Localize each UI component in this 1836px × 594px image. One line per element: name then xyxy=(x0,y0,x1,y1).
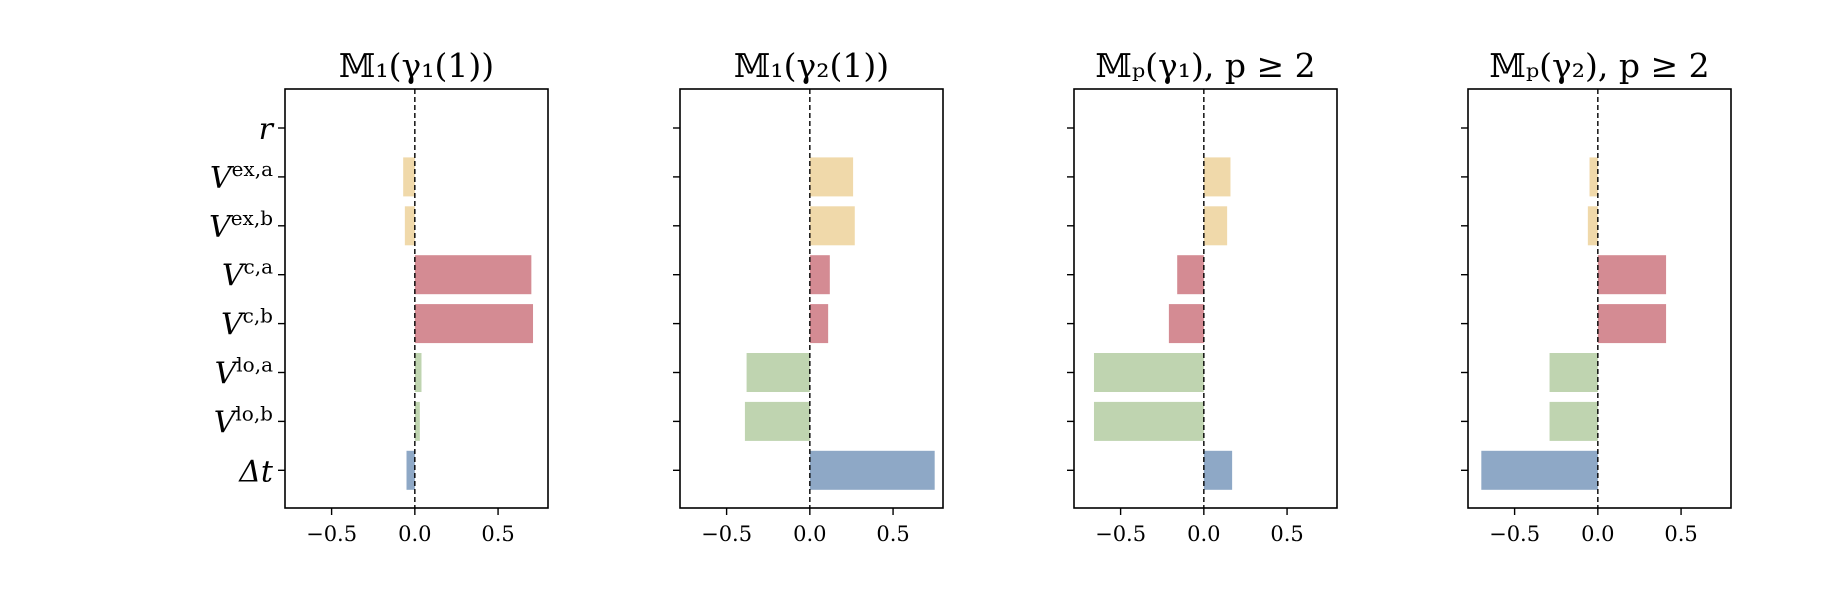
x-tick-label: 0.5 xyxy=(481,522,514,546)
y-tick-label: Vc,b xyxy=(221,304,273,343)
bar-dt-7 xyxy=(1481,450,1598,490)
panel-title: 𝕄₁(γ₁(1)) xyxy=(339,46,494,85)
y-tick-label-superscript: ex,a xyxy=(232,157,273,181)
y-tick-label-base: r xyxy=(259,112,275,147)
panels: −0.5 0.0 0.5rVex,aVex,bVc,aVc,bVlo,aVlo,bΔ… xyxy=(209,46,1732,546)
y-tick-label-base: Δt xyxy=(238,454,274,489)
bar-ex-1 xyxy=(809,157,854,197)
y-tick-label-base: V xyxy=(210,161,235,196)
x-tick-label: 0.5 xyxy=(1664,522,1697,546)
y-tick-label-superscript: c,b xyxy=(243,304,273,328)
bar-lo-6 xyxy=(1093,401,1204,441)
y-tick-label: r xyxy=(259,112,275,147)
bar-ex-2 xyxy=(1587,206,1598,246)
y-tick-label-base: V xyxy=(222,259,247,294)
y-tick-label-superscript: ex,b xyxy=(231,206,273,230)
bar-c-4 xyxy=(414,304,534,344)
y-tick-label-superscript: lo,a xyxy=(236,353,273,377)
bar-lo-5 xyxy=(746,353,810,392)
y-tick-label: Vex,b xyxy=(209,206,273,245)
bar-ex-2 xyxy=(1203,206,1228,246)
y-tick-label: Vc,a xyxy=(222,255,273,294)
y-tick-label-base: V xyxy=(209,210,234,245)
x-tick-label: −0.5 xyxy=(701,522,752,546)
bar-dt-7 xyxy=(406,450,415,490)
y-tick-label-base: V xyxy=(221,308,246,343)
bar-lo-6 xyxy=(744,401,810,441)
x-tick-label: −0.5 xyxy=(1489,522,1540,546)
y-tick-label-base: V xyxy=(214,405,239,440)
bar-lo-6 xyxy=(414,401,420,441)
bar-lo-5 xyxy=(1549,353,1598,392)
bar-ex-2 xyxy=(809,206,855,246)
y-tick-label: Δt xyxy=(238,454,274,489)
y-tick-label-superscript: lo,b xyxy=(235,401,273,425)
panel-3: −0.5 0.0 0.5 𝕄ₚ(γ₁), p ≥ 2 xyxy=(1067,46,1338,546)
bar-c-4 xyxy=(1168,304,1204,344)
bar-lo-5 xyxy=(1093,353,1204,392)
bar-ex-1 xyxy=(403,157,415,197)
y-tick-label: Vlo,b xyxy=(214,401,273,440)
axes-frame xyxy=(1073,88,1338,509)
y-tick-label: Vex,a xyxy=(210,157,273,196)
x-tick-label: 0.5 xyxy=(876,522,909,546)
bar-lo-6 xyxy=(1549,401,1598,441)
bar-ex-1 xyxy=(1589,157,1598,197)
panel-title: 𝕄₁(γ₂(1)) xyxy=(734,46,889,85)
axes-frame xyxy=(284,88,549,509)
x-tick-label: −0.5 xyxy=(306,522,357,546)
panel-title: 𝕄ₚ(γ₂), p ≥ 2 xyxy=(1489,46,1709,85)
axes-frame xyxy=(679,88,944,509)
y-tick-label-superscript: c,a xyxy=(244,255,274,279)
panel-2: −0.5 0.0 0.5 𝕄₁(γ₂(1)) xyxy=(673,46,944,546)
x-tick-label: 0.0 xyxy=(1187,522,1220,546)
panel-4: −0.5 0.0 0.5 𝕄ₚ(γ₂), p ≥ 2 xyxy=(1461,46,1732,546)
bar-c-3 xyxy=(809,255,830,295)
bar-dt-7 xyxy=(1203,450,1233,490)
x-tick-label: −0.5 xyxy=(1095,522,1146,546)
panel-1: −0.5 0.0 0.5rVex,aVex,bVc,aVc,bVlo,aVlo,bΔ… xyxy=(209,46,549,546)
y-tick-label-base: V xyxy=(215,357,240,392)
bar-c-3 xyxy=(414,255,532,295)
x-tick-label: 0.0 xyxy=(793,522,826,546)
bar-c-3 xyxy=(1597,255,1667,295)
bar-dt-7 xyxy=(809,450,935,490)
bar-c-3 xyxy=(1177,255,1204,295)
x-tick-label: 0.5 xyxy=(1270,522,1303,546)
x-tick-label: 0.0 xyxy=(398,522,431,546)
bar-ex-1 xyxy=(1203,157,1231,197)
x-tick-label: 0.0 xyxy=(1581,522,1614,546)
bar-lo-5 xyxy=(414,353,422,392)
bar-ex-2 xyxy=(404,206,415,246)
bar-c-4 xyxy=(1597,304,1667,344)
bar-c-4 xyxy=(809,304,829,344)
y-tick-label: Vlo,a xyxy=(215,353,273,392)
panel-title: 𝕄ₚ(γ₁), p ≥ 2 xyxy=(1095,46,1315,85)
axes-frame xyxy=(1467,88,1732,509)
